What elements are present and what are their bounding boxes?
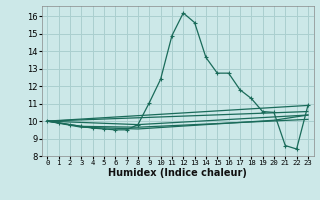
X-axis label: Humidex (Indice chaleur): Humidex (Indice chaleur) — [108, 168, 247, 178]
